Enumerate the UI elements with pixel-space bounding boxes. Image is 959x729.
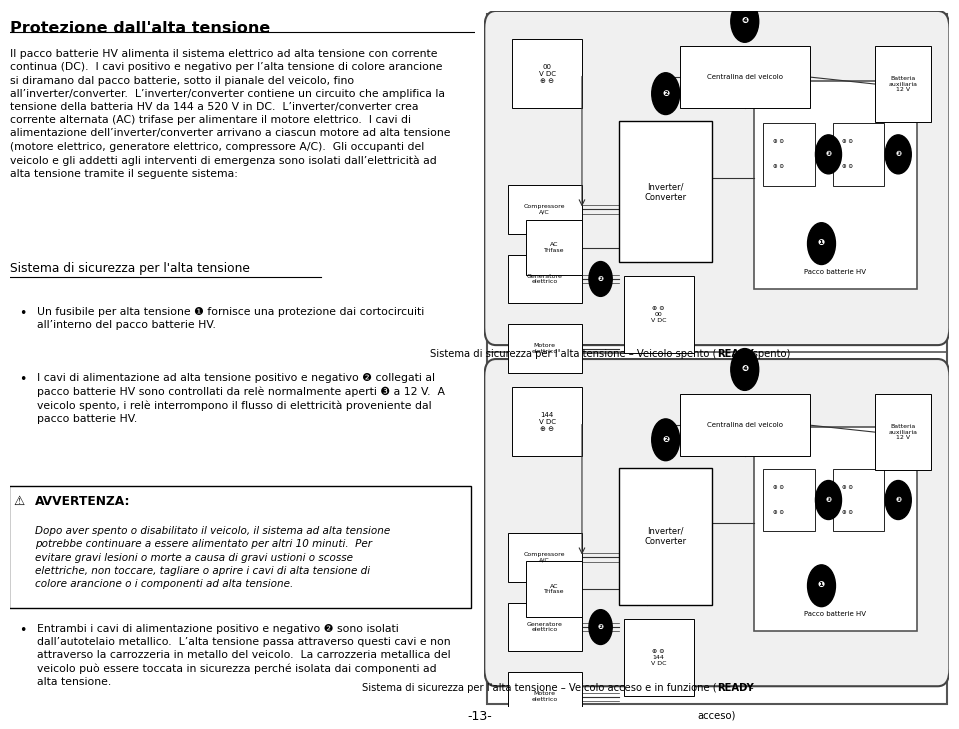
Text: AVVERTENZA:: AVVERTENZA: [35, 495, 130, 508]
Bar [620, 467, 713, 606]
Text: Motore
elettrico: Motore elettrico [531, 692, 558, 702]
Text: Inverter/
Converter: Inverter/ Converter [644, 182, 687, 202]
Text: Batteria
auxiliaria
12 V: Batteria auxiliaria 12 V [888, 424, 918, 440]
FancyBboxPatch shape [484, 11, 949, 345]
Text: AC
Trifase: AC Trifase [544, 584, 564, 594]
Text: ❸: ❸ [826, 152, 831, 157]
Text: Batteria
auxiliaria
12 V: Batteria auxiliaria 12 V [888, 76, 918, 92]
Text: ⊕ ⊖: ⊕ ⊖ [842, 485, 854, 490]
Bar [512, 39, 582, 109]
Text: ❸: ❸ [896, 497, 901, 503]
Circle shape [885, 480, 911, 520]
Text: acceso): acceso) [697, 711, 737, 720]
Text: ❶: ❶ [818, 581, 825, 590]
Bar [680, 394, 809, 456]
Bar [754, 81, 917, 289]
Circle shape [652, 419, 680, 461]
Circle shape [589, 262, 612, 297]
FancyBboxPatch shape [9, 486, 471, 607]
Text: Pacco batterie HV: Pacco batterie HV [805, 611, 867, 617]
Bar [763, 469, 814, 531]
Text: ❷: ❷ [662, 435, 669, 444]
Text: •: • [19, 373, 26, 386]
Text: ⊕ ⊖: ⊕ ⊖ [773, 485, 784, 490]
Bar [875, 394, 931, 470]
Text: ⊕ ⊖: ⊕ ⊖ [773, 164, 784, 169]
Text: Motore
elettrico: Motore elettrico [531, 343, 558, 354]
Circle shape [731, 1, 759, 42]
Bar [624, 620, 693, 696]
Text: Protezione dall'alta tensione: Protezione dall'alta tensione [10, 21, 269, 36]
Text: READY: READY [716, 348, 754, 359]
Text: Pacco batterie HV: Pacco batterie HV [805, 270, 867, 276]
Bar [507, 324, 582, 373]
Text: ❷: ❷ [597, 276, 603, 282]
Text: ❹: ❹ [741, 365, 748, 374]
Text: ⊕ ⊖: ⊕ ⊖ [842, 164, 854, 169]
Text: Generatore
elettrico: Generatore elettrico [526, 274, 563, 284]
Text: I cavi di alimentazione ad alta tensione positivo e negativo ❷ collegati al
pacc: I cavi di alimentazione ad alta tensione… [37, 373, 446, 424]
Bar [507, 672, 582, 721]
Text: Sistema di sicurezza per l'alta tensione – Veicolo spento (: Sistema di sicurezza per l'alta tensione… [431, 348, 716, 359]
Bar [833, 469, 884, 531]
Text: ⊕ ⊖: ⊕ ⊖ [773, 510, 784, 515]
Text: -spento): -spento) [749, 348, 791, 359]
Bar [875, 46, 931, 122]
Text: Compressore
A/C: Compressore A/C [524, 204, 566, 214]
Text: 144
V DC
⊕ ⊖: 144 V DC ⊕ ⊖ [539, 412, 555, 432]
Text: ❷: ❷ [662, 89, 669, 98]
Text: Inverter/
Converter: Inverter/ Converter [644, 527, 687, 546]
Text: ⊕ ⊖
144
V DC: ⊕ ⊖ 144 V DC [651, 650, 667, 666]
Circle shape [815, 135, 841, 174]
Text: -: - [749, 683, 753, 693]
Text: Centralina del veicolo: Centralina del veicolo [707, 422, 783, 428]
Bar [620, 122, 713, 262]
Text: Entrambi i cavi di alimentazione positivo e negativo ❷ sono isolati
dall’autotel: Entrambi i cavi di alimentazione positiv… [37, 623, 451, 687]
Text: Compressore
A/C: Compressore A/C [524, 553, 566, 563]
Text: ⚠: ⚠ [13, 495, 25, 508]
Circle shape [807, 565, 835, 607]
Text: Il pacco batterie HV alimenta il sistema elettrico ad alta tensione con corrente: Il pacco batterie HV alimenta il sistema… [10, 50, 450, 179]
Circle shape [589, 609, 612, 644]
Bar [526, 220, 582, 276]
Text: ❶: ❶ [818, 239, 825, 248]
Bar [754, 427, 917, 631]
Text: 00
V DC
⊕ ⊖: 00 V DC ⊕ ⊖ [539, 63, 555, 84]
Text: ⊕ ⊖: ⊕ ⊖ [842, 139, 854, 144]
Text: •: • [19, 623, 26, 636]
Text: ⊕ ⊖
00
V DC: ⊕ ⊖ 00 V DC [651, 306, 667, 323]
Bar [833, 123, 884, 186]
Bar [507, 533, 582, 582]
Text: -13-: -13- [467, 710, 492, 722]
Text: Centralina del veicolo: Centralina del veicolo [707, 74, 783, 80]
Text: Generatore
elettrico: Generatore elettrico [526, 622, 563, 632]
Text: ⊕ ⊖: ⊕ ⊖ [842, 510, 854, 515]
Text: ❸: ❸ [826, 497, 831, 503]
Text: AC
Trifase: AC Trifase [544, 243, 564, 253]
Text: ❸: ❸ [896, 152, 901, 157]
Text: READY: READY [716, 683, 754, 693]
Circle shape [815, 480, 841, 520]
Circle shape [807, 223, 835, 265]
Text: Sistema di sicurezza per l'alta tensione: Sistema di sicurezza per l'alta tensione [10, 262, 249, 275]
Text: Dopo aver spento o disabilitato il veicolo, il sistema ad alta tensione
potrebbe: Dopo aver spento o disabilitato il veico… [35, 526, 390, 589]
Text: •: • [19, 307, 26, 320]
Bar [507, 603, 582, 652]
Bar [507, 254, 582, 303]
Bar [526, 561, 582, 617]
FancyBboxPatch shape [484, 359, 949, 686]
Bar [507, 185, 582, 234]
Bar [624, 276, 693, 353]
Bar [763, 123, 814, 186]
Text: ❷: ❷ [597, 624, 603, 630]
Circle shape [731, 348, 759, 390]
Text: Sistema di sicurezza per l'alta tensione – Veicolo acceso e in funzione (: Sistema di sicurezza per l'alta tensione… [363, 683, 716, 693]
Circle shape [885, 135, 911, 174]
Text: ⊕ ⊖: ⊕ ⊖ [773, 139, 784, 144]
Text: Un fusibile per alta tensione ❶ fornisce una protezione dai cortocircuiti
all’in: Un fusibile per alta tensione ❶ fornisce… [37, 307, 425, 330]
Bar [512, 387, 582, 456]
Text: ❹: ❹ [741, 17, 748, 26]
Bar [680, 46, 809, 109]
Circle shape [652, 73, 680, 114]
